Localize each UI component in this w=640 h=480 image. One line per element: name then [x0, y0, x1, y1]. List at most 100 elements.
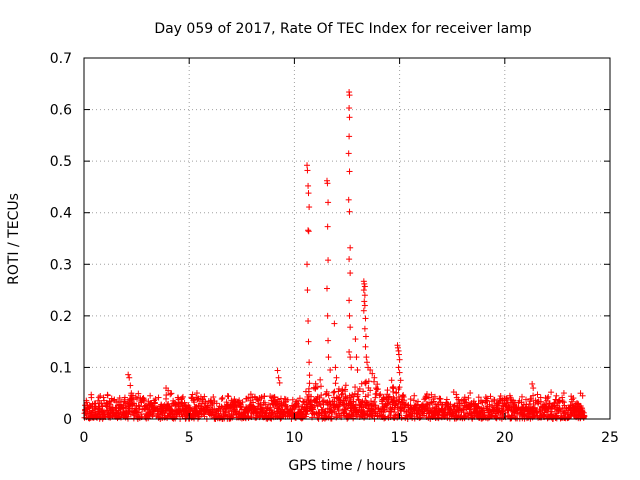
baseline-point: [391, 396, 398, 403]
roti-point: [369, 370, 376, 377]
baseline-point: [376, 392, 383, 399]
roti-point: [360, 287, 367, 294]
roti-point: [305, 182, 312, 189]
baseline-point: [325, 392, 332, 399]
roti-point: [530, 385, 537, 392]
y-tick-label: 0.4: [50, 206, 72, 222]
baseline-point: [360, 388, 367, 395]
roti-point: [346, 168, 353, 175]
baseline-point: [552, 396, 559, 403]
baseline-point: [556, 397, 563, 404]
baseline-point: [560, 410, 567, 417]
baseline-point: [560, 390, 567, 397]
baseline-point: [319, 398, 326, 405]
baseline-point: [560, 399, 567, 406]
roti-point: [346, 92, 353, 99]
baseline-point: [134, 409, 141, 416]
baseline-point: [213, 400, 220, 407]
baseline-point: [339, 387, 346, 394]
baseline-point: [519, 404, 526, 411]
baseline-point: [548, 406, 555, 413]
roti-point: [396, 369, 403, 376]
baseline-point: [330, 389, 337, 396]
baseline-point: [314, 384, 321, 391]
baseline-point: [271, 409, 278, 416]
roti-point: [360, 307, 367, 314]
baseline-point: [181, 399, 188, 406]
baseline-point: [391, 409, 398, 416]
roti-point: [126, 374, 133, 381]
roti-point: [363, 359, 370, 366]
baseline-point: [395, 411, 402, 418]
baseline-point: [179, 393, 186, 400]
roti-point: [361, 302, 368, 309]
roti-point: [346, 312, 353, 319]
roti-point: [167, 391, 174, 398]
y-tick-label: 0: [63, 412, 72, 428]
baseline-point: [518, 393, 525, 400]
roti-point: [304, 167, 311, 174]
baseline-point: [352, 384, 359, 391]
baseline-point: [88, 394, 95, 401]
baseline-point: [375, 405, 382, 412]
baseline-point: [251, 405, 258, 412]
roti-point: [306, 372, 313, 379]
baseline-point: [236, 397, 243, 404]
roti-point: [367, 367, 374, 374]
baseline-point: [108, 398, 115, 405]
baseline-point: [545, 393, 552, 400]
baseline-point: [453, 391, 460, 398]
baseline-point: [396, 384, 403, 391]
baseline-point: [258, 409, 265, 416]
baseline-point: [416, 414, 423, 421]
roti-point: [345, 196, 352, 203]
roti-point: [324, 223, 331, 230]
roti-point: [352, 336, 359, 343]
baseline-point: [295, 402, 302, 409]
baseline-point: [261, 393, 268, 400]
baseline-point: [247, 391, 254, 398]
baseline-point: [310, 406, 317, 413]
baseline-point: [281, 395, 288, 402]
plot-frame: [83, 57, 611, 420]
baseline-point: [141, 396, 148, 403]
baseline-point: [210, 394, 217, 401]
x-tick-label: 5: [185, 430, 194, 446]
roti-point: [371, 374, 378, 381]
baseline-point: [502, 395, 509, 402]
baseline-point: [116, 394, 123, 401]
roti-point: [346, 208, 353, 215]
x-tick-label: 20: [496, 430, 514, 446]
baseline-point: [322, 391, 329, 398]
baseline-point: [336, 412, 343, 419]
baseline-point: [191, 399, 198, 406]
roti-point: [274, 367, 281, 374]
baseline-point: [447, 401, 454, 408]
baseline-point: [175, 402, 182, 409]
baseline-point: [374, 381, 381, 388]
baseline-point: [317, 376, 324, 383]
roti-point: [333, 374, 340, 381]
baseline-point: [383, 404, 390, 411]
roti-point: [345, 150, 352, 157]
baseline-point: [407, 396, 414, 403]
roti-point: [395, 351, 402, 358]
baseline-point: [568, 398, 575, 405]
baseline-point: [335, 388, 342, 395]
roti-point: [397, 377, 404, 384]
chart-title: Day 059 of 2017, Rate Of TEC Index for r…: [154, 21, 531, 37]
roti-point: [579, 392, 586, 399]
baseline-point: [463, 399, 470, 406]
baseline-point: [219, 394, 226, 401]
roti-point: [306, 359, 313, 366]
roti-point: [353, 354, 360, 361]
baseline-point: [528, 396, 535, 403]
baseline-point: [559, 394, 566, 401]
baseline-point: [363, 378, 370, 385]
baseline-point: [359, 398, 366, 405]
roti-point: [396, 356, 403, 363]
baseline-point: [388, 377, 395, 384]
baseline-point: [179, 395, 186, 402]
baseline-point: [354, 393, 361, 400]
baseline-point: [360, 410, 367, 417]
